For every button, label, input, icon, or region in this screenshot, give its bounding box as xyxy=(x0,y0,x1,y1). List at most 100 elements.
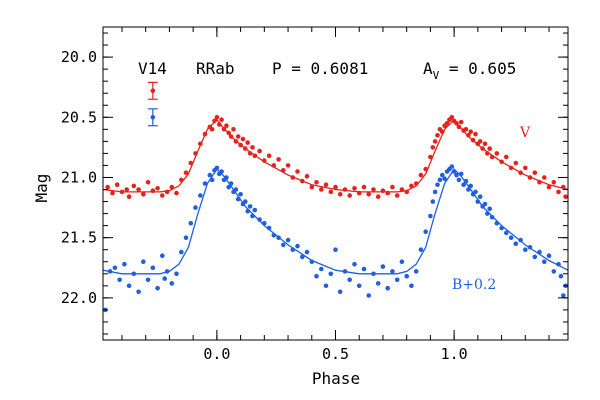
data-point-b xyxy=(463,178,469,184)
data-point-v xyxy=(456,124,462,130)
data-point-b xyxy=(454,172,459,178)
data-point-v xyxy=(295,169,300,174)
data-point-b xyxy=(226,184,231,190)
data-point-b xyxy=(390,269,395,274)
data-point-b xyxy=(126,283,132,289)
data-point-v xyxy=(473,131,478,137)
data-point-v xyxy=(281,168,286,173)
data-point-b xyxy=(319,266,324,272)
x-tick-label: 0.5 xyxy=(322,345,349,363)
header-variable-type: RRab xyxy=(196,59,235,78)
data-point-v xyxy=(285,163,291,168)
data-point-v xyxy=(221,127,227,132)
data-point-v xyxy=(435,133,440,138)
data-point-v xyxy=(252,153,258,159)
data-point-b xyxy=(537,249,542,255)
axis-ticks xyxy=(103,27,568,340)
y-tick-label: 20.0 xyxy=(61,48,97,66)
data-point-v xyxy=(290,175,296,180)
data-point-v xyxy=(532,170,538,175)
data-point-b xyxy=(432,189,438,195)
data-point-v xyxy=(413,181,419,186)
data-point-v xyxy=(110,190,115,196)
data-point-b xyxy=(304,249,310,255)
data-point-v xyxy=(537,180,542,185)
data-point-v xyxy=(399,187,405,192)
header-star-name: V14 xyxy=(138,59,167,78)
data-point-b xyxy=(468,183,474,189)
data-point-b xyxy=(556,261,561,267)
data-point-v xyxy=(145,180,151,185)
data-point-v xyxy=(394,193,400,198)
data-point-v xyxy=(375,194,381,199)
data-point-b xyxy=(489,214,495,220)
data-point-b xyxy=(437,177,443,183)
data-point-v xyxy=(245,140,250,145)
data-point-v xyxy=(124,187,129,192)
data-point-v xyxy=(333,184,338,190)
data-point-b xyxy=(532,254,538,260)
data-point-v xyxy=(380,188,386,193)
data-point-b xyxy=(245,208,250,214)
data-point-v xyxy=(489,154,495,160)
data-point-b xyxy=(300,254,305,260)
data-point-v xyxy=(504,154,509,160)
data-point-v xyxy=(527,175,533,180)
data-point-b xyxy=(466,187,471,192)
data-point-v xyxy=(546,184,552,190)
x-tick-label: 1.0 xyxy=(441,345,468,363)
data-point-v xyxy=(179,177,184,183)
data-point-b xyxy=(188,220,194,226)
data-point-v xyxy=(160,193,165,198)
data-point-b xyxy=(561,293,566,298)
data-point-b xyxy=(122,261,127,267)
data-point-v xyxy=(304,174,310,179)
data-point-b xyxy=(169,281,175,286)
data-point-v xyxy=(482,141,488,147)
data-point-v xyxy=(309,184,315,190)
data-point-v xyxy=(235,134,241,139)
data-point-b xyxy=(233,187,239,192)
x-tick-label: 0.0 xyxy=(203,345,230,363)
data-point-v xyxy=(508,165,514,171)
data-point-b xyxy=(183,235,189,240)
data-point-v xyxy=(551,180,557,185)
data-point-b xyxy=(314,273,319,279)
data-point-v xyxy=(342,187,348,192)
series-label-b: B+0.2 xyxy=(452,277,496,293)
data-point-v xyxy=(466,133,471,138)
data-point-b xyxy=(551,269,557,274)
data-point-v xyxy=(477,139,483,144)
data-point-b xyxy=(209,177,215,183)
data-point-b xyxy=(558,273,564,279)
data-point-b xyxy=(309,259,315,265)
data-point-b xyxy=(461,182,466,187)
data-point-b xyxy=(198,193,203,198)
data-point-v xyxy=(169,184,175,190)
data-point-v xyxy=(458,119,464,125)
data-point-b xyxy=(458,171,464,177)
data-point-b xyxy=(290,247,296,252)
data-point-v xyxy=(542,175,547,180)
data-point-v xyxy=(485,151,490,156)
data-point-v xyxy=(247,151,253,156)
data-point-v xyxy=(385,190,391,196)
data-point-v xyxy=(198,141,203,147)
data-point-b xyxy=(366,293,372,298)
model-curve-b xyxy=(102,168,569,275)
data-point-b xyxy=(485,211,490,216)
data-point-b xyxy=(228,181,234,186)
data-point-b xyxy=(337,289,343,295)
data-point-v xyxy=(361,184,367,190)
data-point-v xyxy=(193,151,198,156)
data-point-v xyxy=(418,172,424,178)
data-point-v xyxy=(105,184,110,190)
data-point-b xyxy=(266,225,272,231)
amplitude-symbol: A xyxy=(423,59,433,78)
data-point-v xyxy=(150,188,156,193)
data-point-b xyxy=(155,285,160,291)
data-point-v xyxy=(563,194,568,199)
model-curve-v xyxy=(102,118,569,193)
data-point-v xyxy=(174,190,179,196)
data-point-v xyxy=(454,121,459,126)
